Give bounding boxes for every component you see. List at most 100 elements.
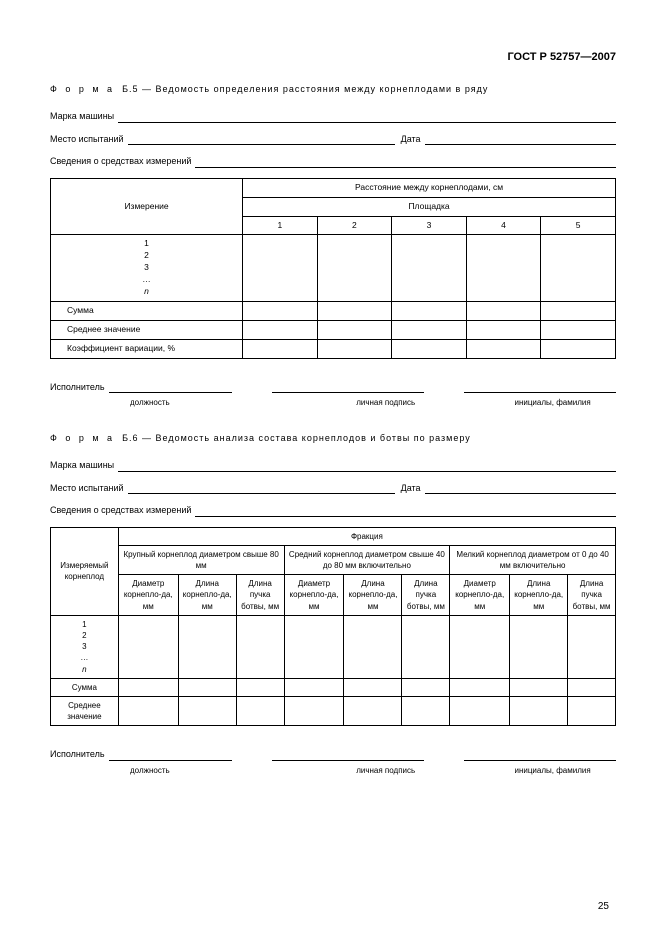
b6-sig-sign-input[interactable] (272, 751, 424, 761)
b5-seq-2: 2 (144, 250, 149, 260)
table-cell (568, 615, 616, 678)
b5-meas-line: Сведения о средствах измерений (50, 155, 616, 168)
b6-place-date-line: Место испытаний Дата (50, 482, 616, 495)
b6-seq-2: 2 (82, 631, 86, 640)
b5-table: Измерение Расстояние между корнеплодами,… (50, 178, 616, 359)
b5-seq-3: 3 (144, 262, 149, 272)
b6-machine-input[interactable] (118, 462, 616, 472)
b6-seq-3: 3 (82, 642, 86, 651)
form-b6-prefix: Ф о р м а (50, 433, 115, 443)
table-cell (178, 615, 236, 678)
table-cell (510, 615, 568, 678)
form-b5-code: Б.5 (122, 84, 138, 94)
table-cell (402, 615, 450, 678)
table-cell (243, 301, 318, 320)
b5-sig-name-input[interactable] (464, 383, 616, 393)
table-cell (118, 615, 178, 678)
table-cell (402, 678, 450, 696)
b6-place-input[interactable] (128, 484, 395, 494)
table-cell (568, 678, 616, 696)
b5-sig-label-sign: личная подпись (322, 397, 449, 408)
b5-place-input[interactable] (128, 135, 395, 145)
b5-sig-label-pos: должность (50, 397, 282, 408)
b6-sub-3: Длина пучка ботвы, мм (236, 575, 284, 616)
b6-seq-1: 1 (82, 620, 86, 629)
table-cell (392, 339, 467, 358)
b5-date-input[interactable] (425, 135, 616, 145)
table-cell (284, 696, 344, 725)
form-b5-prefix: Ф о р м а (50, 84, 115, 94)
b6-sig-label-pos: должность (50, 765, 282, 776)
table-cell (118, 696, 178, 725)
b6-th-large: Крупный корнеплод диаметром свыше 80 мм (118, 545, 284, 574)
b6-meas-input[interactable] (195, 507, 616, 517)
form-b5-title: Ф о р м а Б.5 — Ведомость определения ра… (50, 83, 616, 96)
b6-signature-row: Исполнитель (50, 748, 616, 761)
table-cell (402, 696, 450, 725)
table-cell (344, 696, 402, 725)
b6-date-input[interactable] (425, 484, 616, 494)
b6-sub-5: Длина корнепло-да, мм (344, 575, 402, 616)
b6-sig-name-input[interactable] (464, 751, 616, 761)
b5-col-5: 5 (541, 216, 616, 235)
table-cell (541, 339, 616, 358)
b6-sub-9: Длина пучка ботвы, мм (568, 575, 616, 616)
b5-th-dist: Расстояние между корнеплодами, см (243, 178, 616, 197)
table-cell (466, 235, 541, 301)
table-cell (392, 320, 467, 339)
b5-th-plot: Площадка (243, 197, 616, 216)
b5-row-avg: Среднее значение (51, 320, 243, 339)
b6-machine-label: Марка машины (50, 459, 118, 472)
table-cell (344, 615, 402, 678)
b5-machine-input[interactable] (118, 113, 616, 123)
b5-sig-sign-input[interactable] (272, 383, 424, 393)
table-cell (541, 301, 616, 320)
b5-sig-labels: должность личная подпись инициалы, фамил… (50, 397, 616, 408)
b5-sig-pos-input[interactable] (109, 383, 233, 393)
b5-signature-row: Исполнитель (50, 381, 616, 394)
b6-sig-pos-input[interactable] (109, 751, 233, 761)
table-cell (317, 320, 392, 339)
table-cell (236, 615, 284, 678)
b5-seq-cell: 1 2 3 … n (51, 235, 243, 301)
b5-place-date-line: Место испытаний Дата (50, 133, 616, 146)
b5-machine-label: Марка машины (50, 110, 118, 123)
b5-sig-label-name: инициалы, фамилия (489, 397, 616, 408)
b6-sig-label-sign: личная подпись (322, 765, 449, 776)
table-cell (243, 320, 318, 339)
table-cell (466, 301, 541, 320)
form-b6-rest: — Ведомость анализа состава корнеплодов … (142, 433, 471, 443)
b6-meas-label: Сведения о средствах измерений (50, 504, 195, 517)
table-cell (466, 339, 541, 358)
b5-th-measure: Измерение (51, 178, 243, 235)
table-cell (541, 320, 616, 339)
b5-col-3: 3 (392, 216, 467, 235)
table-cell (178, 696, 236, 725)
b6-sub-8: Длина корнепло-да, мм (510, 575, 568, 616)
table-cell (344, 678, 402, 696)
b6-meas-line: Сведения о средствах измерений (50, 504, 616, 517)
b6-sub-2: Длина корнепло-да, мм (178, 575, 236, 616)
b5-col-1: 1 (243, 216, 318, 235)
b5-meas-input[interactable] (195, 158, 616, 168)
table-cell (243, 235, 318, 301)
b6-sub-1: Диаметр корнепло-да, мм (118, 575, 178, 616)
b6-sub-4: Диаметр корнепло-да, мм (284, 575, 344, 616)
document-standard-header: ГОСТ Р 52757—2007 (50, 50, 616, 65)
table-cell (392, 235, 467, 301)
b5-row-cv: Коэффициент вариации, % (51, 339, 243, 358)
b6-place-label: Место испытаний (50, 482, 128, 495)
b5-col-4: 4 (466, 216, 541, 235)
b6-th-meas-root: Измеряемый корнеплод (51, 527, 119, 615)
table-cell (568, 696, 616, 725)
table-cell (510, 696, 568, 725)
b6-sub-6: Длина пучка ботвы, мм (402, 575, 450, 616)
table-cell (317, 339, 392, 358)
b5-date-label: Дата (401, 133, 425, 146)
b6-row-avg: Среднее значение (51, 696, 119, 725)
b5-sig-exec: Исполнитель (50, 381, 109, 394)
form-b5-rest: — Ведомость определения расстояния между… (142, 84, 488, 94)
page-number: 25 (598, 900, 609, 914)
b6-th-fraction: Фракция (118, 527, 615, 545)
table-cell (284, 615, 344, 678)
